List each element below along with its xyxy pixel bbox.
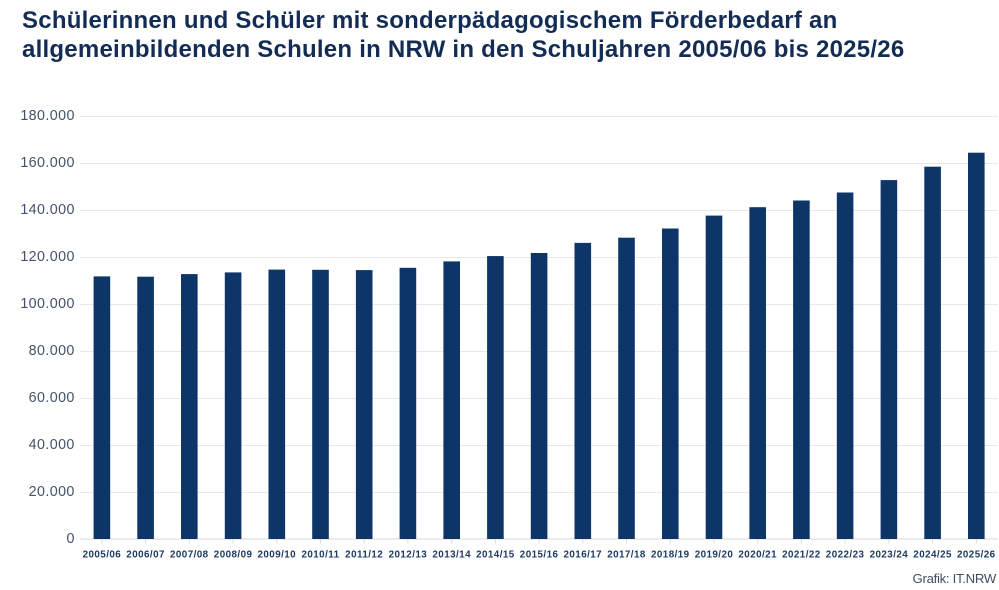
svg-text:2025/26: 2025/26 <box>957 550 996 561</box>
svg-text:2012/13: 2012/13 <box>389 550 428 561</box>
svg-text:2019/20: 2019/20 <box>695 550 734 561</box>
svg-text:100.000: 100.000 <box>20 296 74 312</box>
svg-text:180.000: 180.000 <box>20 108 74 124</box>
svg-text:2005/06: 2005/06 <box>83 550 122 561</box>
svg-text:2021/22: 2021/22 <box>782 550 821 561</box>
svg-text:2011/12: 2011/12 <box>345 550 383 561</box>
svg-text:2016/17: 2016/17 <box>564 550 603 561</box>
svg-text:2008/09: 2008/09 <box>214 550 253 561</box>
svg-text:20.000: 20.000 <box>29 484 75 500</box>
svg-text:2010/11: 2010/11 <box>301 550 339 561</box>
svg-text:2024/25: 2024/25 <box>913 550 952 561</box>
svg-text:2020/21: 2020/21 <box>738 550 777 561</box>
svg-text:2006/07: 2006/07 <box>126 550 165 561</box>
svg-text:40.000: 40.000 <box>29 437 75 453</box>
svg-text:2009/10: 2009/10 <box>258 550 297 561</box>
svg-text:2023/24: 2023/24 <box>870 550 909 561</box>
svg-text:0: 0 <box>66 531 74 547</box>
svg-text:2017/18: 2017/18 <box>607 550 646 561</box>
svg-text:2013/14: 2013/14 <box>432 550 471 561</box>
svg-text:60.000: 60.000 <box>29 390 75 406</box>
svg-text:120.000: 120.000 <box>20 249 74 265</box>
svg-text:2015/16: 2015/16 <box>520 550 559 561</box>
svg-text:2022/23: 2022/23 <box>826 550 865 561</box>
svg-text:2018/19: 2018/19 <box>651 550 690 561</box>
svg-text:80.000: 80.000 <box>29 343 75 359</box>
svg-text:160.000: 160.000 <box>20 155 74 171</box>
svg-text:2007/08: 2007/08 <box>170 550 209 561</box>
svg-text:2014/15: 2014/15 <box>476 550 515 561</box>
svg-text:140.000: 140.000 <box>20 202 74 218</box>
